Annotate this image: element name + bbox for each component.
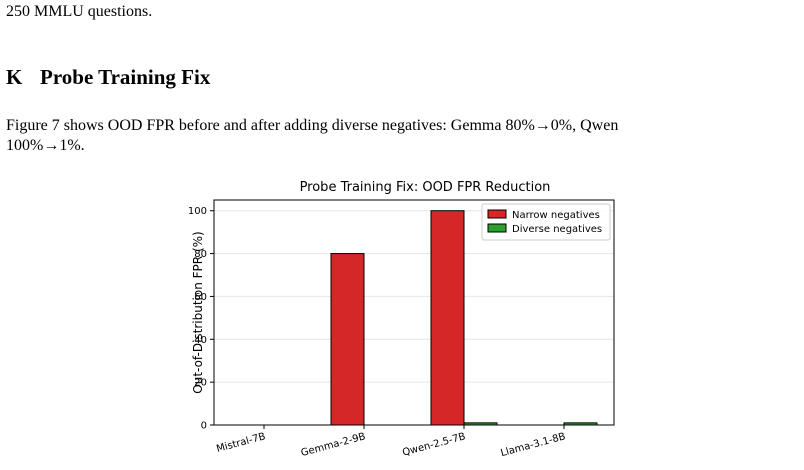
legend-swatch (487, 223, 507, 233)
grid-layer (214, 210, 614, 426)
legend: Narrow negatives Diverse negatives (481, 203, 611, 241)
y-tick-label: 0 (201, 421, 207, 432)
x-tick-label: Mistral-7B (215, 431, 267, 455)
x-tick-label: Qwen-2.5-7B (401, 431, 467, 458)
x-tick-label: Llama-3.1-8B (499, 431, 566, 459)
y-tick-label: 40 (194, 335, 207, 346)
x-tick-label: Gemma-2-9B (300, 431, 367, 459)
paragraph-line-1: Figure 7 shows OOD FPR before and after … (6, 117, 619, 134)
chart-title: Probe Training Fix: OOD FPR Reduction (300, 180, 551, 195)
body-paragraph: Figure 7 shows OOD FPR before and after … (6, 116, 798, 156)
y-tick-label: 100 (188, 206, 207, 217)
ticks-layer: 0 20 40 60 80 100 Mistral-7B Gemma-2-9B Qwen-2.5… (188, 206, 567, 459)
y-tick-label: 60 (194, 292, 207, 303)
legend-box (481, 203, 611, 241)
y-tick-label: 80 (194, 249, 207, 260)
y-tick-label: 20 (194, 378, 207, 389)
legend-label: Diverse negatives (512, 224, 602, 235)
bar (430, 210, 465, 426)
plot-frame (213, 199, 615, 426)
section-heading: K Probe Training Fix (6, 64, 210, 90)
legend-label: Narrow negatives (512, 210, 600, 221)
y-axis-label: Out-of-Distribution FPR (%) (191, 231, 205, 393)
bars-layer (330, 210, 598, 426)
section-number: K (6, 65, 23, 89)
preceding-text-line: 250 MMLU questions. (6, 3, 153, 20)
paragraph-line-2: 100%→1%. (6, 137, 85, 154)
bar-chart-figure: Probe Training Fix: OOD FPR Reduction Ou… (188, 180, 615, 459)
bar (330, 253, 365, 426)
legend-swatch (487, 209, 507, 219)
section-title: Probe Training Fix (40, 65, 211, 89)
